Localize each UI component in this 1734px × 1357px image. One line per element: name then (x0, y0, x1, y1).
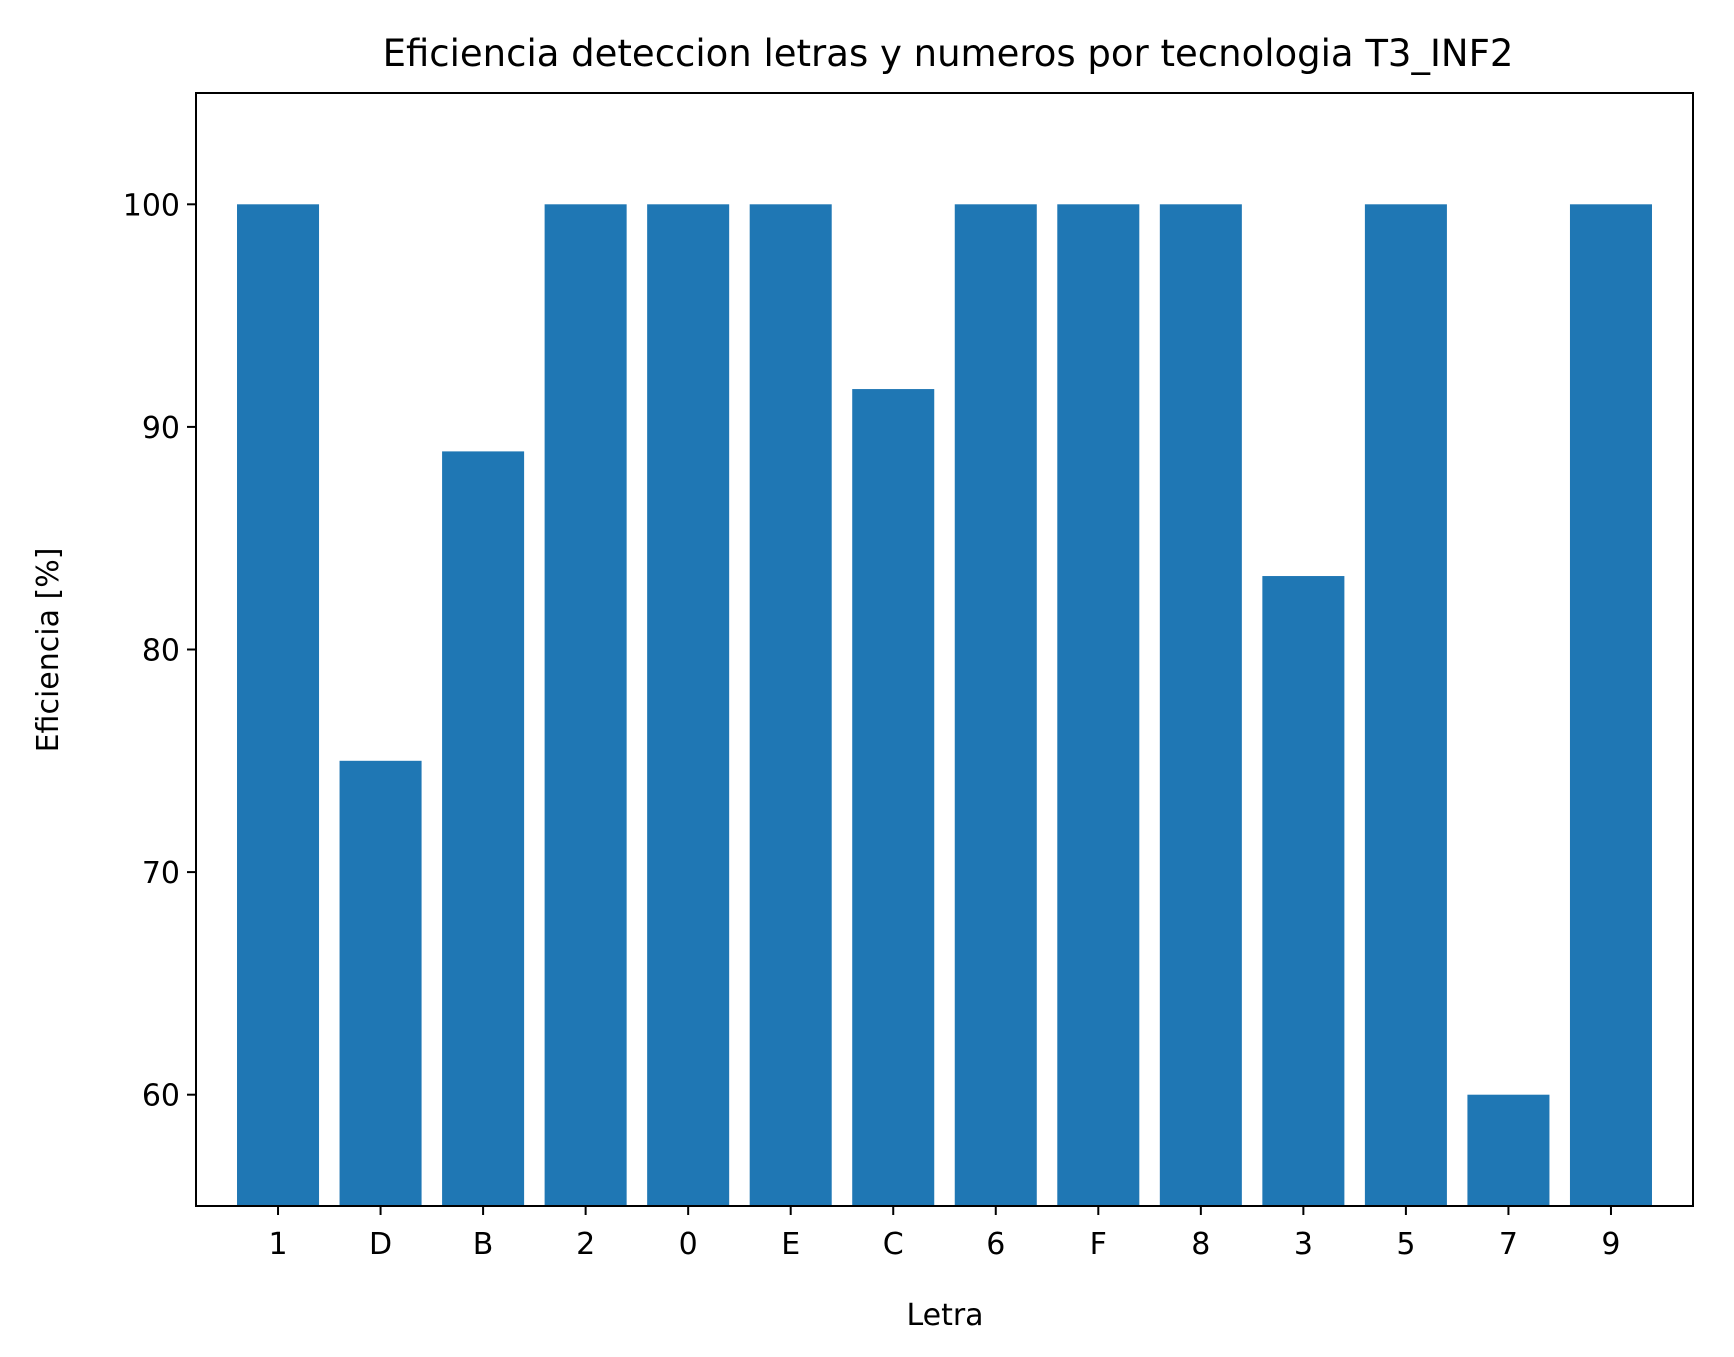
bar-2 (544, 204, 627, 1207)
y-axis: 60 70 80 90 100 (123, 188, 196, 1114)
x-tick-label: F (1090, 1227, 1107, 1262)
y-tick-label: 90 (142, 411, 180, 446)
x-axis: 1 D B 2 0 E C 6 F 8 3 5 7 9 (268, 1206, 1621, 1262)
x-tick-label: 9 (1601, 1227, 1620, 1262)
x-axis-label: Letra (906, 1298, 983, 1333)
y-axis-label: Eficiencia [%] (31, 548, 66, 753)
x-tick-label: 7 (1499, 1227, 1518, 1262)
bar-5 (1364, 204, 1447, 1207)
bar-1 (237, 204, 320, 1207)
plot-frame (195, 92, 1694, 1207)
bar-8 (1159, 204, 1242, 1207)
y-tick-label: 60 (142, 1079, 180, 1114)
x-tick-label: E (781, 1227, 800, 1262)
x-tick-label: C (883, 1227, 904, 1262)
bar-D (339, 760, 422, 1206)
x-tick-label: 1 (268, 1227, 287, 1262)
y-tick-label: 100 (123, 188, 180, 223)
bar-3 (1262, 576, 1345, 1206)
x-tick-label: D (369, 1227, 392, 1262)
bar-0 (647, 204, 730, 1207)
y-tick-label: 70 (142, 856, 180, 891)
bar-E (749, 204, 832, 1207)
x-tick-label: 6 (986, 1227, 1005, 1262)
y-tick-label: 80 (142, 634, 180, 669)
x-tick-label: 2 (576, 1227, 595, 1262)
x-tick-label: 5 (1396, 1227, 1415, 1262)
bar-7 (1467, 1094, 1550, 1206)
x-tick-label: 8 (1191, 1227, 1210, 1262)
bar-C (852, 389, 935, 1207)
x-tick-label: 3 (1294, 1227, 1313, 1262)
bar-9 (1569, 204, 1652, 1207)
bar-F (1057, 204, 1140, 1207)
bar-6 (954, 204, 1037, 1207)
chart-title: Eficiencia deteccion letras y numeros po… (383, 32, 1514, 75)
bar-B (442, 451, 525, 1206)
x-tick-label: B (473, 1227, 494, 1262)
x-tick-label: 0 (679, 1227, 698, 1262)
bars-group (237, 204, 1652, 1207)
